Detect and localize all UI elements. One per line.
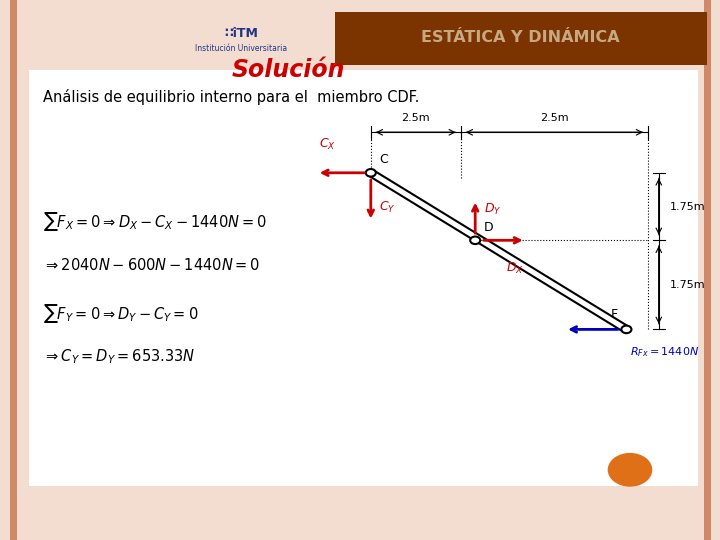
Text: $D_Y$: $D_Y$ (484, 201, 501, 217)
FancyBboxPatch shape (29, 70, 698, 486)
Text: ESTÁTICA Y DINÁMICA: ESTÁTICA Y DINÁMICA (421, 30, 620, 45)
Text: $D_X$: $D_X$ (506, 261, 523, 276)
Text: $C_Y$: $C_Y$ (379, 200, 396, 215)
Text: $\sum F_X = 0 \Rightarrow D_X - C_X - 1440N = 0$: $\sum F_X = 0 \Rightarrow D_X - C_X - 14… (43, 210, 267, 233)
Text: ∷îTM: ∷îTM (224, 27, 258, 40)
Text: 1.75m: 1.75m (670, 280, 705, 290)
Text: $C_X$: $C_X$ (319, 137, 336, 152)
Text: $\Rightarrow 2040N - 600N - 1440N = 0$: $\Rightarrow 2040N - 600N - 1440N = 0$ (43, 256, 261, 273)
Text: 2.5m: 2.5m (402, 112, 430, 123)
Text: C: C (379, 153, 388, 166)
Text: 2.5m: 2.5m (540, 112, 569, 123)
Circle shape (608, 454, 652, 486)
Circle shape (366, 169, 376, 177)
Circle shape (621, 326, 631, 333)
Text: D: D (484, 221, 493, 234)
FancyBboxPatch shape (335, 12, 707, 65)
Text: 1.75m: 1.75m (670, 201, 705, 212)
Text: Análisis de equilibrio interno para el  miembro CDF.: Análisis de equilibrio interno para el m… (43, 89, 420, 105)
Text: $\sum F_Y = 0 \Rightarrow D_Y - C_Y = 0$: $\sum F_Y = 0 \Rightarrow D_Y - C_Y = 0$ (43, 302, 199, 325)
Text: Institución Universitaria: Institución Universitaria (195, 44, 287, 53)
Text: $\Rightarrow C_Y = D_Y = 653.33N$: $\Rightarrow C_Y = D_Y = 653.33N$ (43, 347, 196, 366)
Circle shape (470, 237, 480, 244)
Text: F: F (611, 308, 618, 321)
Text: Solución: Solución (231, 58, 345, 82)
Text: $R_{Fx}=1440N$: $R_{Fx}=1440N$ (630, 346, 699, 360)
